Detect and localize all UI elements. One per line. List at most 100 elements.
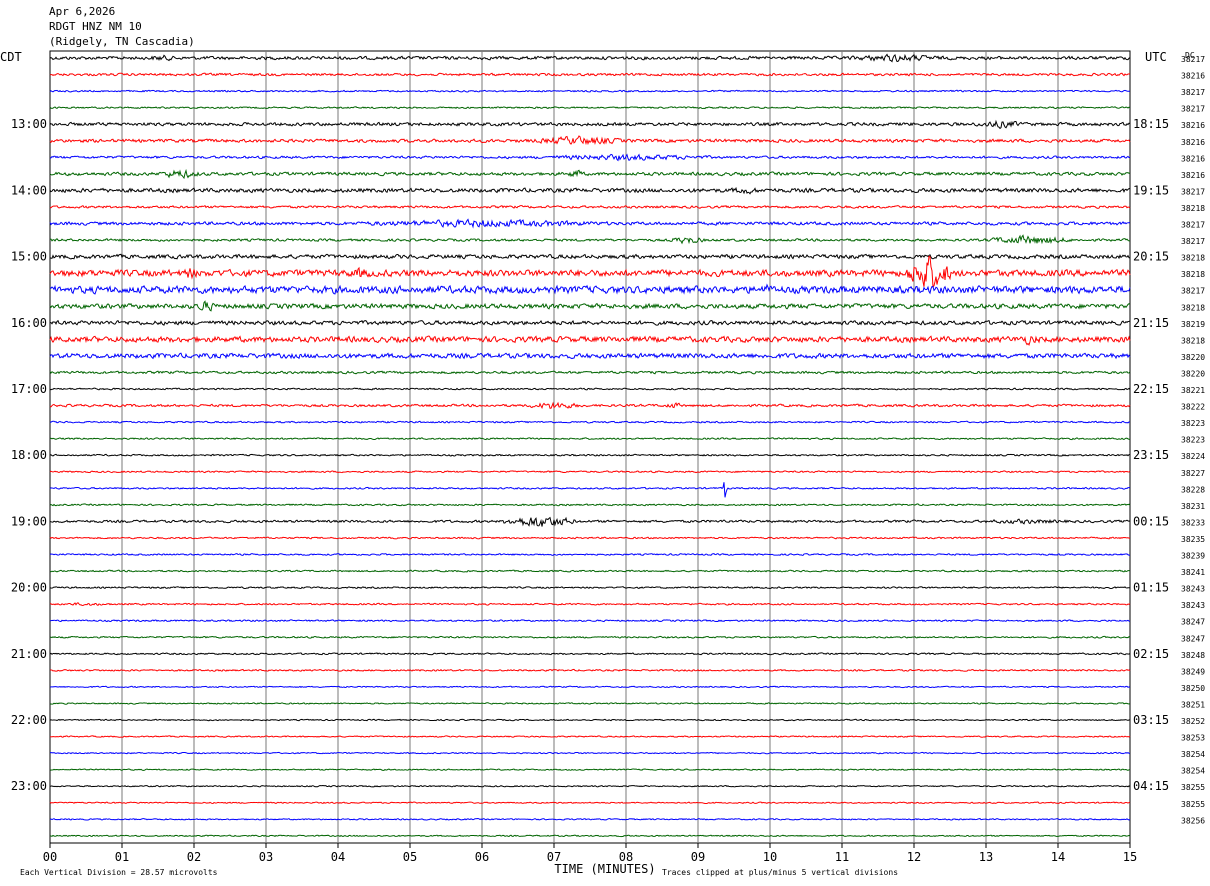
seismic-trace bbox=[49, 751, 1131, 755]
cdt-hour-label: 13:00 bbox=[11, 117, 47, 131]
x-tick-label: 03 bbox=[259, 850, 273, 864]
seismic-trace bbox=[49, 352, 1131, 360]
cdt-hour-label: 21:00 bbox=[11, 647, 47, 661]
dc-offset-label: 38253 bbox=[1181, 734, 1205, 743]
dc-offset-label: 38220 bbox=[1181, 369, 1205, 378]
x-tick-label: 10 bbox=[763, 850, 777, 864]
dc-offset-label: 38220 bbox=[1181, 353, 1205, 362]
cdt-hour-label: 23:00 bbox=[11, 779, 47, 793]
seismic-trace bbox=[49, 387, 1131, 391]
x-tick-label: 01 bbox=[115, 850, 129, 864]
dc-offset-label: 38217 bbox=[1181, 55, 1205, 64]
dc-offset-label: 38216 bbox=[1181, 121, 1205, 130]
seismic-trace bbox=[49, 53, 1131, 63]
cdt-axis-label: CDT bbox=[0, 50, 22, 64]
dc-offset-label: 38224 bbox=[1181, 452, 1205, 461]
dc-offset-label: 38218 bbox=[1181, 254, 1205, 263]
location-label: (Ridgely, TN Cascadia) bbox=[49, 35, 195, 48]
seismic-trace bbox=[49, 702, 1131, 705]
dc-offset-label: 38247 bbox=[1181, 618, 1205, 627]
utc-hour-label: 00:15 bbox=[1133, 514, 1169, 528]
utc-hour-label: 23:15 bbox=[1133, 448, 1169, 462]
plot-grid bbox=[49, 50, 1131, 848]
dc-offset-label: 38228 bbox=[1181, 485, 1205, 494]
utc-hour-label: 01:15 bbox=[1133, 581, 1169, 595]
seismic-trace bbox=[49, 470, 1131, 474]
x-axis-title: TIME (MINUTES) bbox=[554, 862, 655, 876]
seismic-trace bbox=[49, 818, 1131, 821]
dc-offset-label: 38249 bbox=[1181, 667, 1205, 676]
dc-label: DC bbox=[1185, 51, 1195, 60]
seismic-trace bbox=[49, 685, 1131, 689]
seismic-trace bbox=[49, 283, 1131, 295]
dc-offset-label: 38235 bbox=[1181, 535, 1205, 544]
plot-frame bbox=[49, 50, 1131, 844]
dc-offset-label: 38219 bbox=[1181, 320, 1205, 329]
seismic-trace bbox=[49, 401, 1131, 409]
x-tick-label: 00 bbox=[43, 850, 57, 864]
utc-hour-label: 21:15 bbox=[1133, 316, 1169, 330]
seismic-trace bbox=[49, 482, 1131, 498]
dc-offset-label: 38217 bbox=[1181, 221, 1205, 230]
cdt-hour-label: 14:00 bbox=[11, 183, 47, 197]
dc-offset-label: 38221 bbox=[1181, 386, 1205, 395]
x-tick-label: 12 bbox=[907, 850, 921, 864]
utc-hour-label: 18:15 bbox=[1133, 117, 1169, 131]
seismic-trace bbox=[49, 834, 1131, 838]
utc-hour-label: 04:15 bbox=[1133, 779, 1169, 793]
seismic-trace bbox=[49, 168, 1131, 180]
cdt-hour-label: 20:00 bbox=[11, 581, 47, 595]
seismic-trace bbox=[49, 234, 1131, 245]
seismic-trace bbox=[49, 516, 1131, 527]
dc-offset-label: 38231 bbox=[1181, 502, 1205, 511]
seismic-trace bbox=[49, 106, 1131, 110]
x-tick-label: 05 bbox=[403, 850, 417, 864]
seismic-trace bbox=[49, 300, 1131, 312]
seismic-trace bbox=[49, 602, 1131, 607]
utc-hour-label: 20:15 bbox=[1133, 250, 1169, 264]
seismic-trace bbox=[49, 370, 1131, 375]
utc-axis-label: UTC bbox=[1145, 50, 1167, 64]
dc-offset-label: 38227 bbox=[1181, 469, 1205, 478]
seismic-trace bbox=[49, 319, 1131, 326]
dc-offset-label: 38255 bbox=[1181, 783, 1205, 792]
seismic-trace bbox=[49, 768, 1131, 771]
dc-offset-label: 38216 bbox=[1181, 72, 1205, 81]
dc-offset-label: 38218 bbox=[1181, 204, 1205, 213]
utc-hour-label: 19:15 bbox=[1133, 183, 1169, 197]
dc-offset-label: 38217 bbox=[1181, 187, 1205, 196]
axis-labels: 00 01 02 03 04 05 06 07 08 09 10 11 12 13 14 15 13:00 14:… bbox=[0, 50, 1205, 877]
x-tick-label: 02 bbox=[187, 850, 201, 864]
seismic-trace bbox=[49, 420, 1131, 424]
dc-offset-label: 38218 bbox=[1181, 336, 1205, 345]
seismic-trace bbox=[49, 536, 1131, 540]
seismic-trace bbox=[49, 186, 1131, 195]
dc-offset-label: 38254 bbox=[1181, 767, 1205, 776]
seismic-trace bbox=[49, 652, 1131, 656]
dc-offset-label: 38216 bbox=[1181, 171, 1205, 180]
x-tick-label: 15 bbox=[1123, 850, 1137, 864]
dc-offset-label: 38223 bbox=[1181, 436, 1205, 445]
seismic-trace bbox=[49, 89, 1131, 93]
seismic-trace bbox=[49, 718, 1131, 722]
seismic-trace bbox=[49, 335, 1131, 347]
seismic-trace bbox=[49, 255, 1131, 289]
scale-note: Each Vertical Division = 28.57 microvolt… bbox=[20, 868, 218, 877]
x-tick-label: 06 bbox=[475, 850, 489, 864]
dc-offset-label: 38248 bbox=[1181, 651, 1205, 660]
dc-offset-label: 38217 bbox=[1181, 105, 1205, 114]
seismic-trace bbox=[49, 586, 1131, 590]
dc-offset-label: 38216 bbox=[1181, 138, 1205, 147]
seismic-trace bbox=[49, 453, 1131, 457]
utc-hour-label: 02:15 bbox=[1133, 647, 1169, 661]
dc-offset-label: 38223 bbox=[1181, 419, 1205, 428]
dc-offset-label: 38218 bbox=[1181, 303, 1205, 312]
seismic-trace bbox=[49, 735, 1131, 738]
x-tick-label: 13 bbox=[979, 850, 993, 864]
dc-offset-label: 38247 bbox=[1181, 634, 1205, 643]
x-tick-label: 08 bbox=[619, 850, 633, 864]
dc-offset-label: 38222 bbox=[1181, 403, 1205, 412]
x-tick-label: 04 bbox=[331, 850, 345, 864]
seismic-traces bbox=[49, 53, 1131, 838]
